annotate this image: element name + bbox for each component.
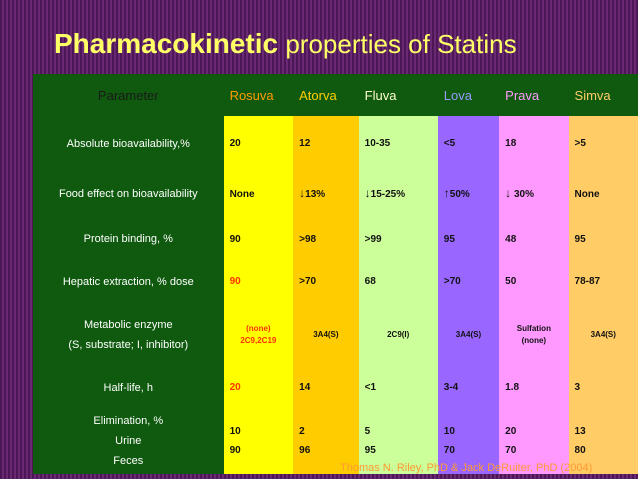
value-cell: >98 <box>293 217 359 261</box>
value-cell: >5 <box>568 116 638 171</box>
page-title: Pharmacokinetic properties of Statins <box>54 24 634 64</box>
table-row: Metabolic enzyme (S, substrate; I, inhibi… <box>33 302 638 367</box>
param-label: Hepatic extraction, % dose <box>33 261 224 302</box>
value-cell: 2C9(I) <box>358 302 438 367</box>
header-prava: Prava <box>499 74 569 116</box>
value-text: 15-25% <box>370 189 406 200</box>
value-line: 70 <box>443 445 455 456</box>
param-label-line: Metabolic enzyme <box>83 318 173 331</box>
value-cell: 1.8 <box>499 367 569 408</box>
statin-properties-table: Parameter Rosuva Atorva Fluva Lova Prava… <box>33 74 638 474</box>
value-cell: (none) 2C9,2C19 <box>223 302 294 367</box>
citation: Thomas N. Riley, PhD & Jack DeRuiter, Ph… <box>340 462 593 474</box>
value-cell: ↓15-25% <box>358 171 438 217</box>
value-cell: <1 <box>358 367 438 408</box>
value-cell: 20 <box>223 116 294 171</box>
value-line: (none) <box>521 335 547 345</box>
value-line: (none) <box>246 323 271 333</box>
value-text: 30% <box>511 189 534 200</box>
value-line: 5 <box>364 426 371 437</box>
value-cell: 10 90 <box>223 408 294 474</box>
value-line: 13 <box>574 426 586 437</box>
value-line: 2 <box>299 426 305 437</box>
value-cell: None <box>223 171 294 217</box>
param-label: Elimination, % Urine Feces <box>33 408 224 474</box>
value-cell: 10 70 <box>437 408 500 474</box>
value-cell: 48 <box>499 217 569 261</box>
value-cell: ↓13% <box>293 171 359 217</box>
table-row: Hepatic extraction, % dose 90 >70 68 >70… <box>33 261 638 302</box>
value-line: 96 <box>299 445 311 456</box>
value-cell: 95 <box>437 217 500 261</box>
value-cell: 14 <box>293 367 359 408</box>
value-cell: 3-4 <box>437 367 500 408</box>
header-rosuva: Rosuva <box>223 74 294 116</box>
value-line: Sulfation <box>516 323 551 333</box>
table-header-row: Parameter Rosuva Atorva Fluva Lova Prava… <box>33 74 638 116</box>
value-cell: ↑50% <box>437 171 500 217</box>
value-cell: 90 <box>223 217 294 261</box>
param-label: Protein binding, % <box>33 217 224 261</box>
value-line: 2C9,2C19 <box>240 335 277 345</box>
value-cell: 2 96 <box>293 408 359 474</box>
header-fluva: Fluva <box>358 74 438 116</box>
value-cell: 95 <box>568 217 638 261</box>
value-cell: 78-87 <box>568 261 638 302</box>
arrow-up-icon: ↑ <box>443 186 450 200</box>
value-cell: 90 <box>223 261 294 302</box>
value-cell: 5 95 <box>358 408 438 474</box>
value-cell: >99 <box>358 217 438 261</box>
value-line: 20 <box>505 426 517 437</box>
value-line: 70 <box>505 445 517 456</box>
value-cell: >70 <box>437 261 500 302</box>
param-label-line: (S, substrate; I, inhibitor) <box>68 338 189 351</box>
value-cell: 20 70 <box>499 408 569 474</box>
value-cell: 68 <box>358 261 438 302</box>
param-label: Absolute bioavailability,% <box>33 116 224 171</box>
value-cell: None <box>568 171 638 217</box>
value-text: 50% <box>449 189 470 200</box>
title-bold: Pharmacokinetic <box>54 28 279 59</box>
param-label: Half-life, h <box>33 367 224 408</box>
value-cell: 12 <box>293 116 359 171</box>
table-row: Food effect on bioavailability None ↓13%… <box>33 171 638 217</box>
value-cell: 20 <box>223 367 294 408</box>
param-label: Metabolic enzyme (S, substrate; I, inhibi… <box>33 302 224 367</box>
arrow-down-icon: ↓ <box>364 186 371 200</box>
value-line: 10 <box>443 426 455 437</box>
value-cell: ↓ 30% <box>499 171 569 217</box>
param-label-line: Urine <box>115 435 142 447</box>
header-simva: Simva <box>568 74 638 116</box>
table-row: Half-life, h 20 14 <1 3-4 1.8 3 <box>33 367 638 408</box>
value-cell: 50 <box>499 261 569 302</box>
value-line: 10 <box>229 426 241 437</box>
value-cell: <5 <box>437 116 500 171</box>
value-line: 90 <box>229 445 241 456</box>
value-line: 80 <box>574 445 586 456</box>
value-cell: 18 <box>499 116 569 171</box>
param-label-line: Elimination, % <box>93 415 164 427</box>
table-row: Absolute bioavailability,% 20 12 10-35 <… <box>33 116 638 171</box>
value-cell: Sulfation (none) <box>499 302 569 367</box>
value-cell: >70 <box>293 261 359 302</box>
header-atorva: Atorva <box>293 74 359 116</box>
value-cell: 3A4(S) <box>293 302 359 367</box>
table-row: Elimination, % Urine Feces 10 90 2 96 5 95 10… <box>33 408 638 474</box>
value-text: 13% <box>305 189 326 200</box>
table-row: Protein binding, % 90 >98 >99 95 48 95 <box>33 217 638 261</box>
title-rest: properties of Statins <box>278 29 517 59</box>
param-label: Food effect on bioavailability <box>33 171 224 217</box>
header-lova: Lova <box>437 74 500 116</box>
arrow-down-icon: ↓ <box>505 186 512 200</box>
value-cell: 3 <box>568 367 638 408</box>
value-cell: 10-35 <box>358 116 438 171</box>
value-line: 95 <box>364 445 376 456</box>
value-cell: 3A4(S) <box>437 302 500 367</box>
header-parameter: Parameter <box>33 74 224 116</box>
value-cell: 13 80 <box>568 408 638 474</box>
value-cell: 3A4(S) <box>568 302 638 367</box>
arrow-down-icon: ↓ <box>299 186 306 200</box>
param-label-line: Feces <box>113 455 144 467</box>
